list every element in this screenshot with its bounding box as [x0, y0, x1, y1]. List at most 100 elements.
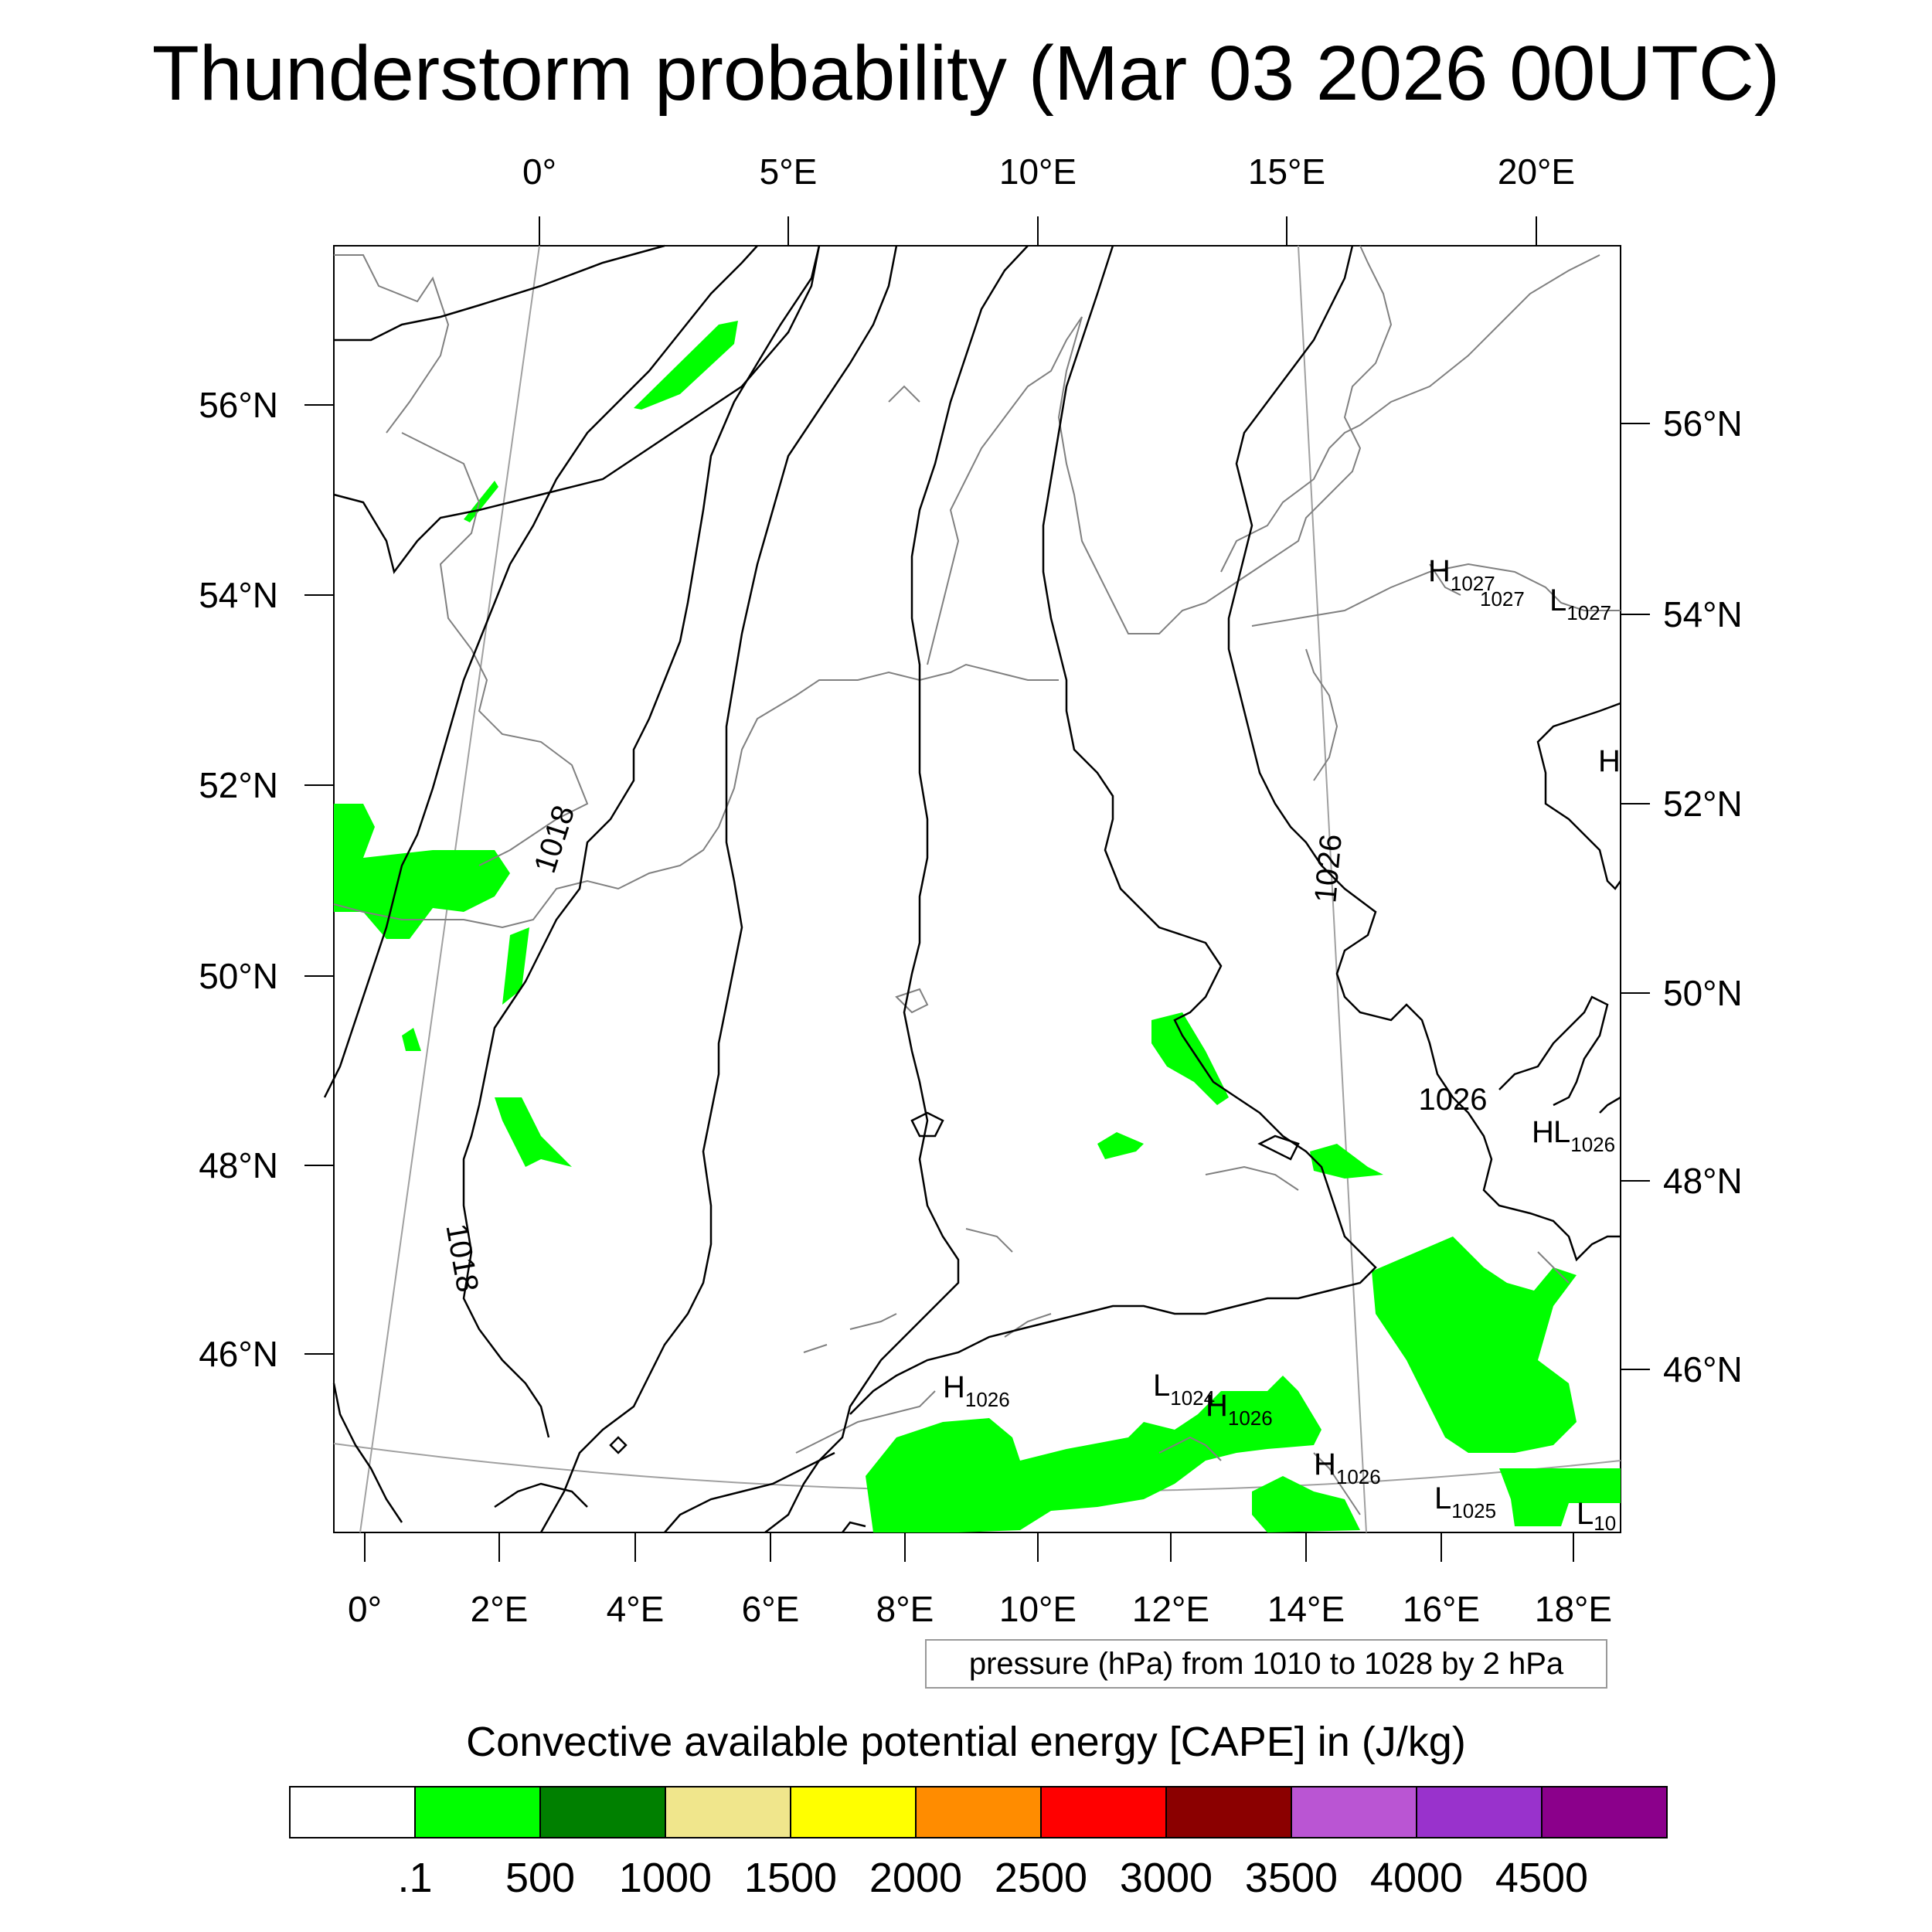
colorbar-swatch — [1416, 1786, 1543, 1838]
pressure-center-value: 10 — [1594, 1512, 1616, 1535]
pressure-center-value: 1024 — [1170, 1386, 1215, 1410]
colorbar-swatch — [665, 1786, 791, 1838]
colorbar-swatch — [289, 1786, 416, 1838]
pressure-center-label: H1027 — [1428, 554, 1495, 595]
pressure-center-value: 1027 — [1566, 601, 1611, 624]
pressure-center-value: 1026 — [1228, 1406, 1273, 1430]
cape-area — [1499, 1468, 1621, 1526]
colorbar-label: 1000 — [619, 1855, 712, 1901]
pressure-center-value: 1027 — [1480, 587, 1525, 611]
bottom-lon-label: 18°E — [1535, 1589, 1612, 1629]
contour-info-box: pressure (hPa) from 1010 to 1028 by 2 hP… — [925, 1639, 1607, 1689]
top-lon-labels: 0° 5°E 10°E 15°E 20°E — [522, 151, 1575, 192]
pressure-center-label: H1026 — [1206, 1389, 1273, 1430]
pressure-center-letter: H — [943, 1370, 965, 1404]
cape-area — [1097, 1132, 1144, 1159]
pressure-center-label: L1026 — [1553, 1115, 1615, 1156]
bottom-lon-label: 14°E — [1267, 1589, 1345, 1629]
bottom-lon-label: 10°E — [999, 1589, 1077, 1629]
top-lon-label: 5°E — [760, 151, 818, 192]
cape-area — [334, 804, 510, 939]
pressure-centers: H1027 1027 L1027 H H L1026 H1026 L1024 H… — [943, 554, 1621, 1535]
contour-label: 1026 — [1308, 833, 1349, 904]
pressure-center-letter: H — [1206, 1389, 1228, 1423]
pressure-center-label: H — [1598, 744, 1621, 778]
pressure-center-letter: L — [1577, 1497, 1594, 1531]
cape-area — [1310, 1144, 1383, 1179]
left-lat-label: 54°N — [199, 575, 278, 615]
colorbar-label: 500 — [505, 1855, 575, 1901]
pressure-center-label: H1026 — [943, 1370, 1010, 1411]
cape-area — [495, 1097, 572, 1167]
colorbar-swatch — [1541, 1786, 1668, 1838]
pressure-center-label: L1027 — [1549, 583, 1611, 624]
tick-marks — [304, 216, 1650, 1562]
bottom-lon-label: 2°E — [471, 1589, 529, 1629]
colorbar-label: 3500 — [1245, 1855, 1338, 1901]
cape-area — [1252, 1476, 1360, 1532]
left-lat-label: 56°N — [199, 385, 278, 425]
top-lon-label: 10°E — [999, 151, 1077, 192]
top-lon-label: 0° — [522, 151, 556, 192]
left-lat-labels: 56°N 54°N 52°N 50°N 48°N 46°N — [199, 385, 278, 1374]
colorbar-label: 4000 — [1370, 1855, 1463, 1901]
pressure-center-label: L1024 — [1153, 1369, 1215, 1410]
right-lat-labels: 56°N 54°N 52°N 50°N 48°N 46°N — [1663, 403, 1743, 1389]
top-lon-label: 20°E — [1498, 151, 1575, 192]
colorbar-swatch — [790, 1786, 917, 1838]
colorbar-label: 1500 — [744, 1855, 837, 1901]
right-lat-label: 52°N — [1663, 784, 1743, 824]
pressure-center-letter: L — [1434, 1481, 1451, 1515]
colorbar-label: .1 — [397, 1855, 432, 1901]
pressure-center-value: 1026 — [1570, 1133, 1615, 1156]
left-lat-label: 46°N — [199, 1334, 278, 1374]
pressure-center-letter: H — [1428, 554, 1451, 588]
bottom-lon-label: 12°E — [1132, 1589, 1209, 1629]
cape-area — [634, 321, 738, 410]
pressure-center-label: H1026 — [1314, 1447, 1381, 1488]
page-title: Thunderstorm probability (Mar 03 2026 00… — [151, 30, 1781, 117]
pressure-center-letter: H — [1314, 1447, 1336, 1481]
left-lat-label: 50°N — [199, 956, 278, 996]
bottom-lon-label: 4°E — [607, 1589, 665, 1629]
colorbar-label: 4500 — [1495, 1855, 1588, 1901]
colorbar-swatch — [414, 1786, 541, 1838]
top-lon-label: 15°E — [1248, 151, 1325, 192]
left-lat-label: 48°N — [199, 1145, 278, 1185]
pressure-center-label: L1025 — [1434, 1481, 1496, 1522]
bottom-lon-label: 0° — [348, 1589, 382, 1629]
pressure-center-value: 1025 — [1451, 1499, 1496, 1522]
colorbar-swatch — [1291, 1786, 1417, 1838]
cape-area — [1372, 1236, 1577, 1453]
pressure-center-letter: L — [1153, 1369, 1170, 1403]
bottom-lon-label: 6°E — [742, 1589, 800, 1629]
pressure-center-label: L10 — [1577, 1497, 1616, 1535]
cape-areas — [334, 321, 1621, 1532]
contour-label: 1026 — [1419, 1083, 1488, 1117]
bottom-lon-labels: 0° 2°E 4°E 6°E 8°E 10°E 12°E 14°E 16°E 1… — [348, 1589, 1612, 1629]
colorbar-label: 2000 — [869, 1855, 962, 1901]
pressure-center-letter: L — [1549, 583, 1566, 617]
right-lat-label: 54°N — [1663, 594, 1743, 634]
isobars — [323, 244, 1622, 1533]
right-lat-label: 46°N — [1663, 1349, 1743, 1389]
right-lat-label: 50°N — [1663, 973, 1743, 1013]
left-lat-label: 52°N — [199, 765, 278, 805]
right-lat-label: 48°N — [1663, 1161, 1743, 1201]
colorbar-title: Convective available potential energy [C… — [466, 1719, 1466, 1765]
bottom-lon-label: 8°E — [876, 1589, 934, 1629]
colorbar-swatch — [1040, 1786, 1167, 1838]
cape-area — [866, 1376, 1321, 1532]
pressure-center-label: H — [1532, 1115, 1554, 1149]
pressure-center-letter: H — [1598, 744, 1621, 778]
pressure-center-value: 1026 — [965, 1388, 1010, 1411]
colorbar-swatch — [1165, 1786, 1292, 1838]
colorbar-swatch — [915, 1786, 1042, 1838]
colorbar-label: 2500 — [995, 1855, 1087, 1901]
colorbar-swatch — [539, 1786, 666, 1838]
pressure-center-value: 1026 — [1336, 1465, 1381, 1488]
contour-labels: 1018 1018 1026 1026 — [439, 801, 1487, 1295]
colorbar: .1 500 1000 1500 2000 2500 3000 3500 4000 4500 — [289, 1786, 1668, 1901]
colorbar-label: 3000 — [1120, 1855, 1213, 1901]
